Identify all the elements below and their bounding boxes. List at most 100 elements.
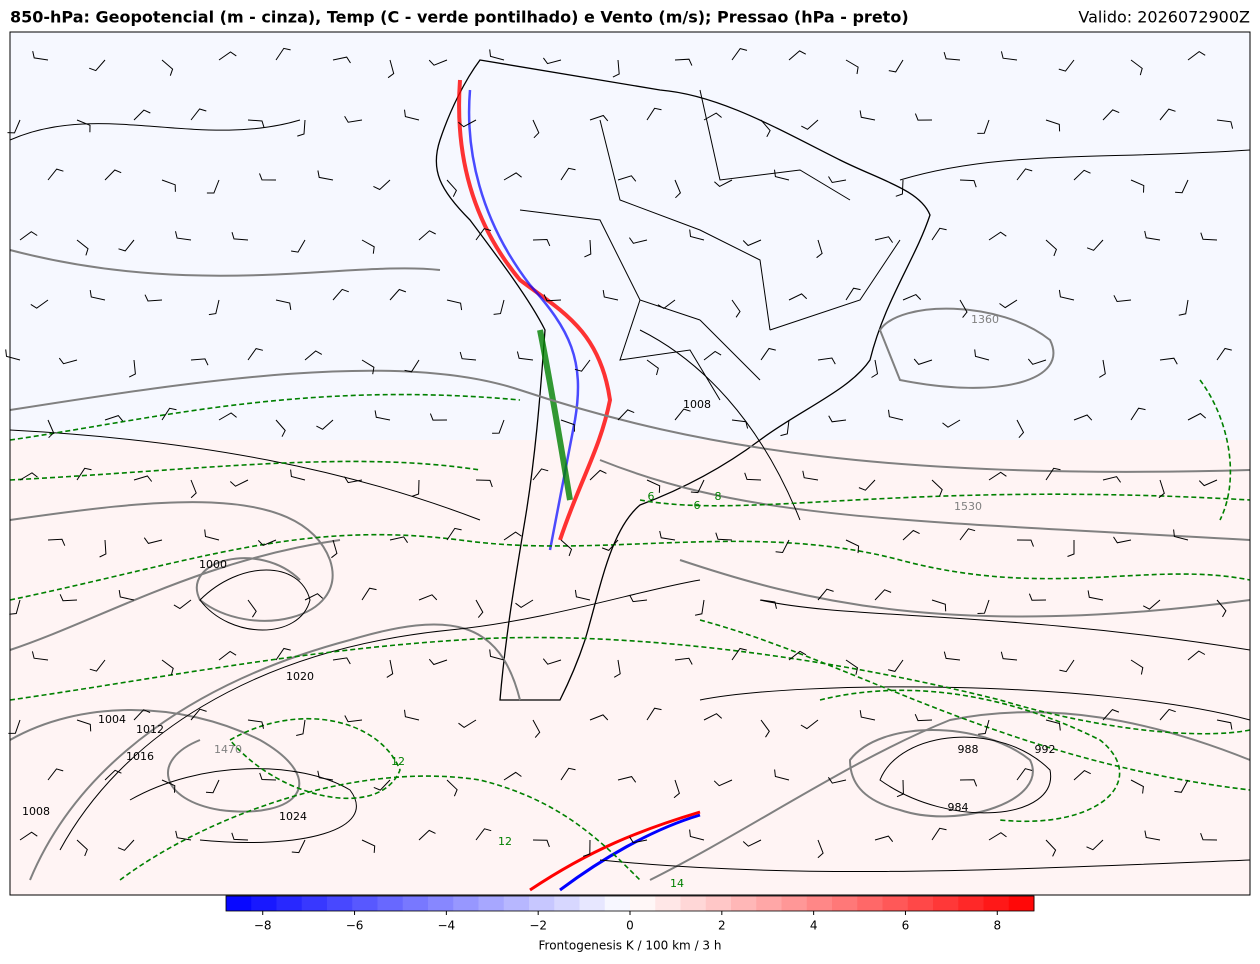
wind-barb: [1130, 407, 1146, 421]
colorbar-segment: [857, 896, 883, 911]
wind-barb: [895, 179, 904, 197]
wind-barb: [943, 51, 961, 61]
colorbar-segment: [731, 896, 757, 911]
geopotential-contour: [848, 729, 1034, 818]
wind-barb: [1028, 593, 1047, 601]
wind-barb: [874, 236, 894, 243]
wind-barb: [317, 770, 334, 781]
colorbar-segment: [579, 896, 606, 911]
wind-barb: [896, 779, 904, 798]
wind-barb: [389, 288, 407, 301]
wind-barb: [1113, 295, 1132, 303]
wind-barb: [542, 57, 562, 65]
wind-barb: [617, 409, 635, 421]
geopotential-contour: [9, 369, 1251, 473]
wind-barb: [988, 832, 1007, 841]
colorbar-segment: [428, 896, 454, 911]
temperature-dense: [537, 329, 573, 501]
wind-barb: [874, 835, 894, 843]
wind-barb: [218, 51, 237, 61]
wind-barb: [584, 239, 592, 258]
wind-barb: [613, 659, 621, 678]
wind-barb: [713, 779, 733, 787]
wind-barb: [76, 239, 89, 256]
wind-barb: [714, 179, 733, 188]
wind-barb: [387, 59, 395, 79]
wind-barb: [914, 713, 933, 722]
colorbar-segment: [604, 896, 631, 911]
wind-barb: [888, 409, 904, 421]
wind-barb: [133, 475, 153, 482]
wind-barb: [674, 58, 693, 66]
wind-barb: [816, 239, 823, 259]
wind-barb: [458, 119, 477, 128]
wind-barb: [493, 299, 505, 315]
contour-label: 1008: [22, 805, 50, 818]
wind-barb: [931, 827, 947, 841]
wind-barb: [361, 839, 376, 853]
contour-label: 1012: [136, 723, 164, 736]
wind-barb: [386, 659, 394, 678]
wind-barb: [560, 167, 576, 181]
wind-barb: [1198, 479, 1218, 487]
wind-barb: [1216, 599, 1227, 618]
wind-barb: [297, 119, 306, 137]
wind-barb: [99, 539, 107, 558]
wind-barb: [760, 719, 770, 738]
wind-barb: [489, 649, 505, 661]
wind-barb: [689, 829, 705, 841]
contour-label: 1360: [971, 313, 999, 326]
wind-barb: [914, 113, 933, 121]
contour-label: 1016: [126, 750, 154, 763]
wind-barb: [532, 238, 551, 247]
pressure-contour: [129, 768, 357, 844]
wind-barb: [646, 479, 661, 493]
wind-barb: [19, 231, 38, 241]
contour-label: 1530: [954, 500, 982, 513]
wind-barb: [617, 776, 637, 783]
wind-barb: [760, 347, 776, 361]
colorbar-tick-label: 8: [993, 919, 1001, 933]
wind-barb: [775, 539, 790, 554]
wind-barb: [275, 299, 292, 310]
wind-barb: [446, 299, 463, 311]
wind-barb: [1016, 168, 1033, 181]
wind-barb: [1016, 539, 1034, 547]
wind-barb: [332, 56, 351, 64]
wind-barb: [257, 539, 277, 546]
wind-barb: [1102, 476, 1122, 483]
wind-barb: [774, 769, 790, 781]
colorbar-segment: [655, 896, 681, 911]
temperature-contour: [9, 460, 481, 481]
wind-barb: [1173, 529, 1189, 541]
wind-barb: [887, 659, 904, 672]
contour-label: 6: [648, 490, 655, 503]
wind-barb: [104, 769, 122, 781]
wind-barb: [1130, 179, 1145, 193]
wind-barb: [1200, 833, 1218, 841]
wind-barb: [703, 713, 723, 721]
wind-barb: [206, 179, 220, 194]
wind-barb: [800, 719, 819, 730]
wind-barb: [117, 839, 135, 851]
wind-barb: [943, 651, 961, 661]
wind-barb: [475, 228, 492, 241]
wind-barb: [404, 359, 420, 373]
wind-barb: [1086, 239, 1104, 251]
wind-barb: [715, 532, 733, 541]
wind-barb: [1200, 232, 1218, 241]
contour-labels: 1360 1530 1470 1000 1020 1024 1008 1004 1012 1016…: [22, 313, 1056, 890]
wind-barb: [231, 832, 249, 841]
wind-barb: [446, 527, 462, 541]
temperature-contour: [819, 689, 1121, 822]
temperature-contour: [9, 533, 1251, 601]
wind-barb: [931, 479, 943, 497]
temperature-contour: [639, 493, 1251, 507]
contour-label: 12: [498, 835, 512, 848]
wind-barb: [1073, 770, 1091, 781]
geopotential-contour: [9, 249, 441, 277]
wind-barb: [459, 351, 477, 361]
wind-barb: [1159, 357, 1178, 365]
wind-barb: [1045, 119, 1061, 132]
